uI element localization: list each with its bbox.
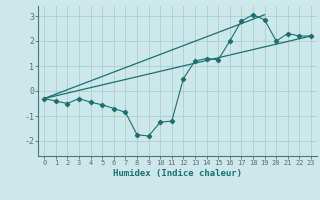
X-axis label: Humidex (Indice chaleur): Humidex (Indice chaleur) xyxy=(113,169,242,178)
